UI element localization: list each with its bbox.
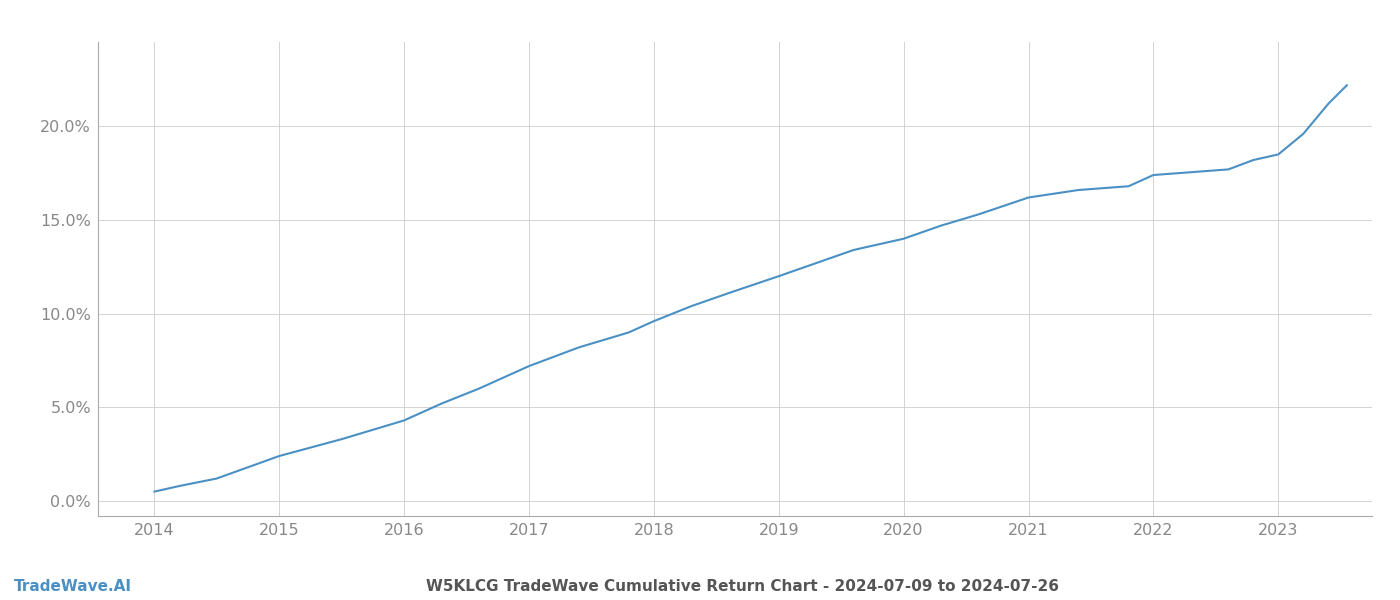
Text: TradeWave.AI: TradeWave.AI xyxy=(14,579,132,594)
Text: W5KLCG TradeWave Cumulative Return Chart - 2024-07-09 to 2024-07-26: W5KLCG TradeWave Cumulative Return Chart… xyxy=(426,579,1058,594)
